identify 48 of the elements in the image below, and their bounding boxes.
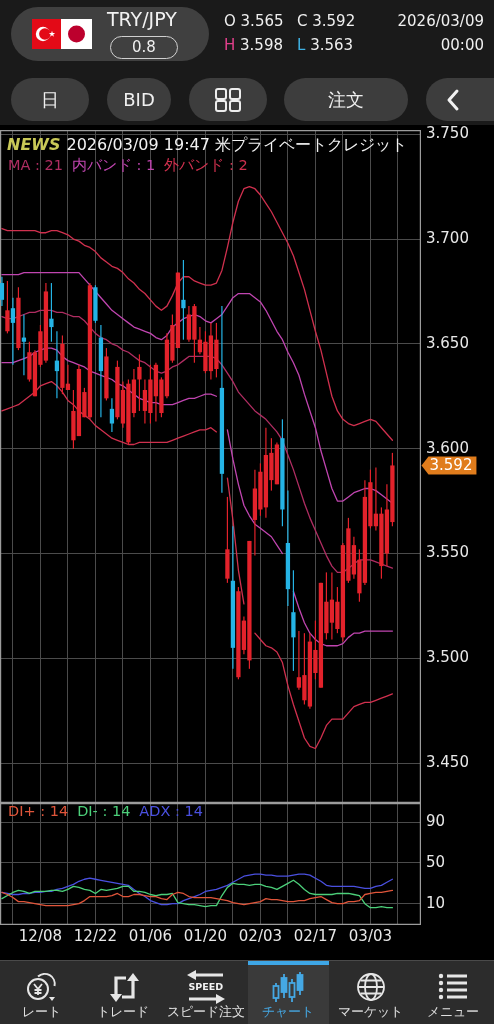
x-tick-label: 02/03 [238,926,283,945]
text: TRY/JPY [107,8,177,30]
text: 内バンド : 1 [71,156,156,173]
x-tick-label: 12/22 [73,926,118,945]
text: 0.8 [132,38,156,57]
text: C 3.592 [297,12,356,30]
candlestick [109,398,115,432]
x-tick-label: 12/08 [18,926,63,945]
series-label: 外バンド : 2 [164,156,248,173]
annotation: NEWS 2026/03/09 19:47 米プライベートクレジット [7,135,407,155]
text: O 3.565 [224,12,284,30]
text: 注文 [328,88,364,110]
text: DI- : 14 [77,802,131,819]
text: チャート [261,1004,316,1020]
y-tick-label: 3.550 [426,543,469,562]
text: ADX : 14 [139,802,203,819]
text: 2026/03/09 [397,12,484,30]
text: メニュー [425,1004,480,1020]
text: DI+ : 14 [8,802,69,819]
y-tick-label: 3.700 [426,228,469,247]
x-tick-label: 02/17 [293,926,338,945]
y-tick-label: 3.600 [426,438,469,457]
text: 日 [41,88,59,110]
text: マーケット [337,1004,404,1020]
candlestick [10,297,16,365]
candlestick [285,490,291,606]
text: トレード [96,1004,151,1020]
text: 00:00 [440,36,484,54]
x-tick-label: 01/20 [183,926,228,945]
text: L 3.563 [297,36,354,54]
x-tick-label: 01/06 [128,926,173,945]
x-tick-label: 03/03 [348,926,393,945]
y-tick-label: 3.450 [426,753,469,772]
y-tick-label: 3.500 [426,648,469,667]
candlestick [219,306,225,493]
y-tick-label: 3.650 [426,333,469,352]
y-tick-label: 90 [426,812,446,831]
text: レート [20,1004,62,1020]
text: 3.592 [429,455,473,474]
candlestick [98,324,104,418]
text: SPEED [187,981,225,993]
text: BID [123,88,155,110]
y-tick-label: 10 [426,893,446,912]
text: H 3.598 [224,36,283,54]
text: MA : 21 [8,156,63,173]
text: スピード注文 [165,1004,246,1020]
y-tick-label: 3.750 [426,124,469,143]
y-tick-label: 50 [426,852,446,871]
